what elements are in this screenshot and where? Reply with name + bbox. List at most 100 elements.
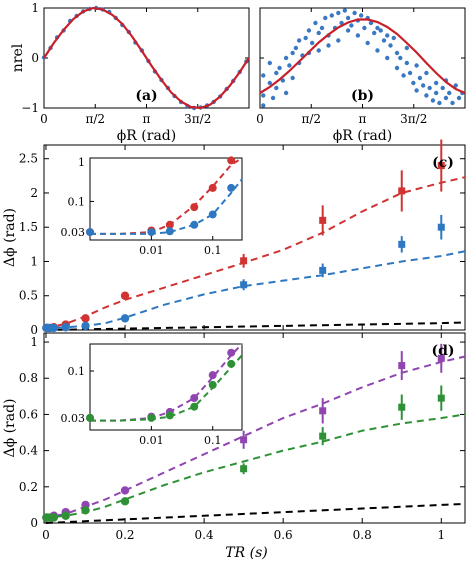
inset-d: 0.01 0.1 0.03 0.1: [61, 343, 243, 447]
data-point: [267, 60, 272, 66]
data-point: [433, 80, 439, 86]
x-tick-label: 1: [437, 528, 445, 542]
inset-data-point: [147, 413, 156, 422]
data-point-circle: [61, 323, 70, 332]
y-tick-label: 1: [31, 1, 39, 15]
panel-label: (b): [351, 88, 374, 104]
data-point-circle: [120, 291, 130, 300]
inset-data-point: [165, 227, 174, 236]
data-point: [417, 75, 423, 81]
panel-b: 0 π/2 π 3π/2 (b) ϕR (rad): [256, 7, 466, 144]
inset-x-tick-label: 0.1: [204, 244, 222, 257]
y-tick-label: 2: [30, 186, 38, 200]
inset-data-point: [190, 203, 199, 212]
data-point: [283, 55, 289, 61]
x-tick-label: 0: [40, 112, 48, 126]
inset-data-point: [86, 228, 94, 237]
series-line-blue: [45, 250, 466, 329]
data-point-square: [437, 223, 445, 231]
data-point: [450, 100, 455, 106]
data-point: [345, 28, 351, 33]
data-point-circle: [49, 323, 59, 333]
inset-data-point: [86, 413, 94, 422]
data-point: [378, 28, 383, 33]
data-point-circle: [120, 314, 130, 323]
inset-data-point: [227, 183, 236, 192]
data-point: [345, 15, 351, 21]
inset-data-point: [190, 394, 199, 403]
data-point: [274, 85, 279, 91]
inset-data-point: [208, 210, 217, 219]
y-tick-label: 0.6: [19, 407, 38, 421]
data-point-circle: [81, 314, 90, 323]
data-point: [427, 85, 432, 91]
inset-line-blue: [90, 178, 243, 235]
inset-y-tick-label: 0.03: [61, 412, 86, 425]
data-point: [290, 75, 295, 81]
y-tick-label: 0: [30, 516, 38, 530]
data-point: [453, 83, 458, 88]
panel-label: (c): [432, 155, 454, 171]
data-point-circle: [120, 497, 130, 506]
data-point: [316, 48, 321, 53]
data-point-square: [398, 362, 406, 370]
data-point: [437, 100, 442, 106]
inset-data-point: [165, 220, 174, 229]
data-point-square: [319, 266, 327, 274]
inset-x-tick-label: 0.1: [204, 434, 222, 447]
inset-data-point: [208, 183, 217, 192]
inset-data-point: [227, 156, 236, 165]
data-point: [401, 73, 406, 78]
x-axis-label: ϕR (rad): [333, 128, 392, 144]
y-tick-label: 2.5: [19, 152, 38, 166]
inset-data-point: [208, 371, 217, 380]
data-point: [443, 95, 449, 101]
data-point: [329, 13, 334, 18]
y-tick-label: 1: [30, 335, 38, 349]
inset-data-point: [165, 411, 174, 420]
panel-d-frame: [43, 332, 466, 524]
inset-c: 0.01 0.1 0.03 0.1 1: [61, 156, 243, 257]
inset-y-tick-label: 0.1: [68, 365, 86, 378]
data-point: [261, 93, 266, 98]
inset-y-tick-label: 0.1: [68, 195, 86, 208]
data-point-circle: [120, 486, 130, 495]
data-point-square: [398, 403, 406, 411]
data-point-square: [319, 216, 327, 224]
data-point: [391, 35, 396, 41]
data-point: [316, 30, 321, 36]
data-point: [310, 40, 315, 46]
data-point: [381, 38, 387, 43]
data-point: [394, 50, 400, 56]
data-point: [424, 93, 429, 98]
data-point-square: [437, 354, 445, 362]
data-point-circle: [61, 511, 70, 520]
inset-line-green: [90, 354, 243, 422]
y-axis-label: nrel: [10, 43, 26, 72]
data-point: [280, 78, 286, 83]
inset-data-point: [208, 380, 217, 389]
data-point-square: [319, 407, 327, 415]
series-line-red: [45, 176, 466, 329]
inset-data-point: [227, 348, 236, 357]
data-point: [398, 55, 403, 61]
data-point: [352, 10, 357, 16]
data-point-square: [240, 436, 248, 444]
x-axis-label: TR (s): [225, 545, 267, 561]
data-point: [274, 70, 279, 76]
data-point: [323, 15, 328, 21]
y-axis-label: Δϕ (rad): [2, 208, 18, 267]
data-point: [424, 70, 429, 76]
panel-d: 0 0.2 0.4 0.6 0.8 1 0 0.2 0.4 0.6 0.8 1 (d) Δϕ (rad) T…: [2, 332, 466, 561]
data-point: [411, 80, 416, 86]
y-tick-label: 0.2: [19, 480, 38, 494]
data-point: [404, 45, 410, 51]
inset-data-point: [190, 220, 199, 229]
x-tick-label: 0: [42, 528, 50, 542]
series-line-black: [45, 321, 466, 331]
data-point: [394, 65, 400, 71]
y-tick-label: 0.8: [19, 371, 38, 385]
data-point-square: [398, 240, 406, 248]
data-point: [336, 10, 341, 16]
